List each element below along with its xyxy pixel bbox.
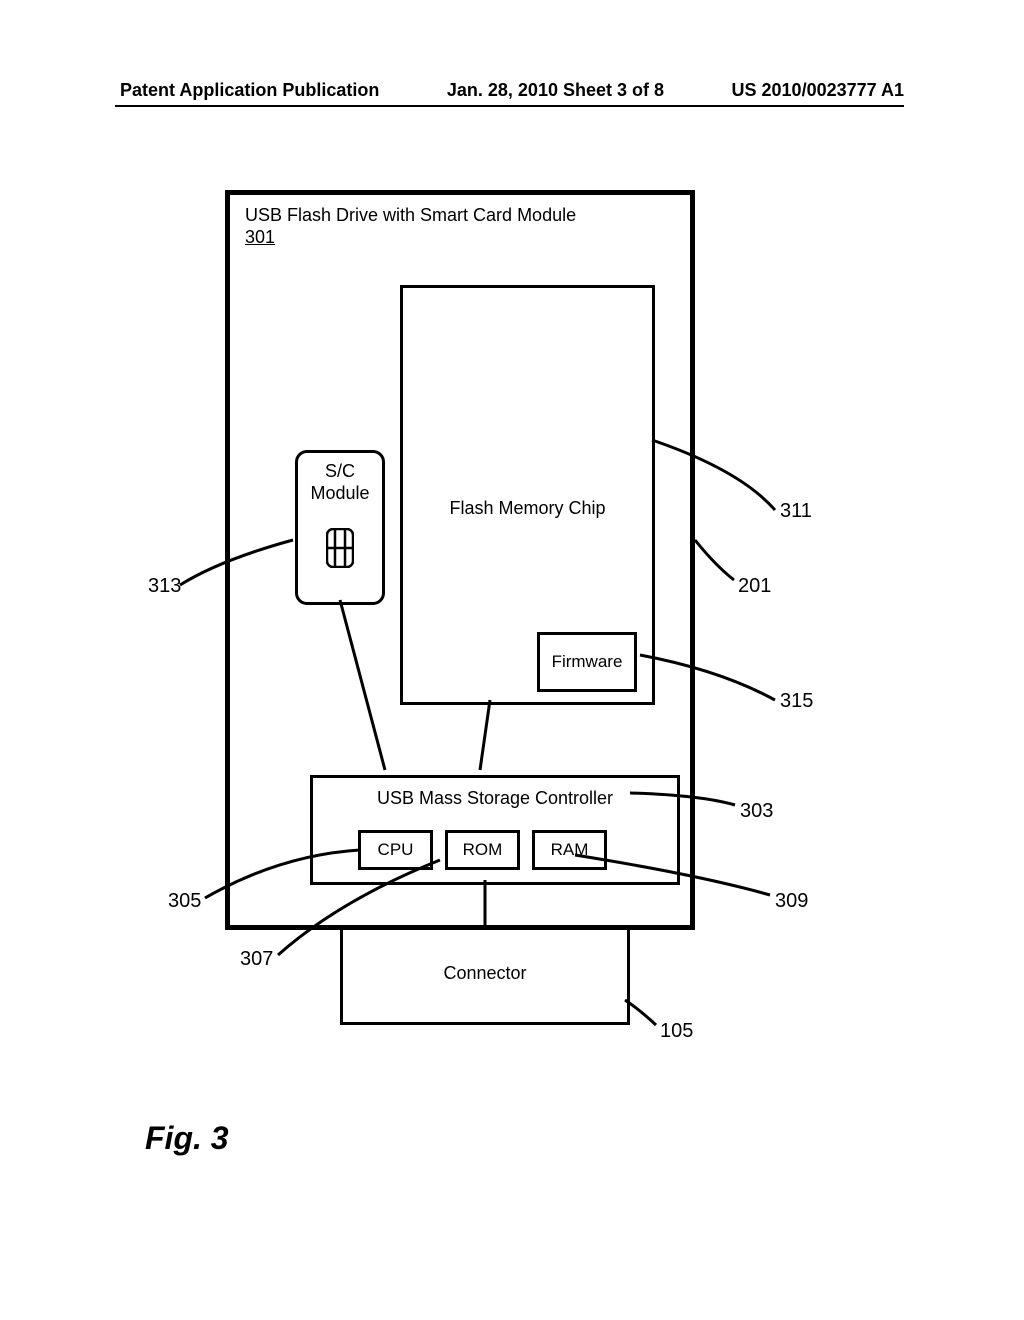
header-right: US 2010/0023777 A1 [732,80,904,101]
flash-memory-label: Flash Memory Chip [403,498,652,519]
flash-memory-chip-box: Flash Memory Chip Firmware [400,285,655,705]
diagram: USB Flash Drive with Smart Card Module 3… [0,180,1024,1180]
ram-box: RAM [532,830,607,870]
main-ref-number: 301 [245,227,275,248]
rom-box: ROM [445,830,520,870]
sc-module-label: S/C Module [298,461,382,504]
cpu-box: CPU [358,830,433,870]
smart-card-chip-icon [326,528,354,568]
controller-chip-row: CPU ROM RAM [358,830,607,870]
ref-303: 303 [740,800,773,823]
ref-313: 313 [148,575,181,598]
ref-311: 311 [780,500,812,523]
ref-309: 309 [775,890,808,913]
connector-label: Connector [443,963,526,984]
firmware-box: Firmware [537,632,637,692]
connector-box: Connector [340,925,630,1025]
smart-card-module-box: S/C Module [295,450,385,605]
main-title: USB Flash Drive with Smart Card Module [245,205,576,226]
ref-307: 307 [240,948,273,971]
ref-305: 305 [168,890,201,913]
header-rule [115,105,904,107]
usb-controller-box: USB Mass Storage Controller CPU ROM RAM [310,775,680,885]
header-center: Jan. 28, 2010 Sheet 3 of 8 [447,80,664,101]
page-header: Patent Application Publication Jan. 28, … [0,80,1024,101]
figure-label: Fig. 3 [145,1120,229,1157]
ref-315: 315 [780,690,813,713]
main-outline-box: USB Flash Drive with Smart Card Module 3… [225,190,695,930]
firmware-label: Firmware [552,652,623,672]
ref-201: 201 [738,575,771,598]
ref-105: 105 [660,1020,693,1043]
controller-label: USB Mass Storage Controller [313,788,677,809]
header-left: Patent Application Publication [120,80,379,101]
